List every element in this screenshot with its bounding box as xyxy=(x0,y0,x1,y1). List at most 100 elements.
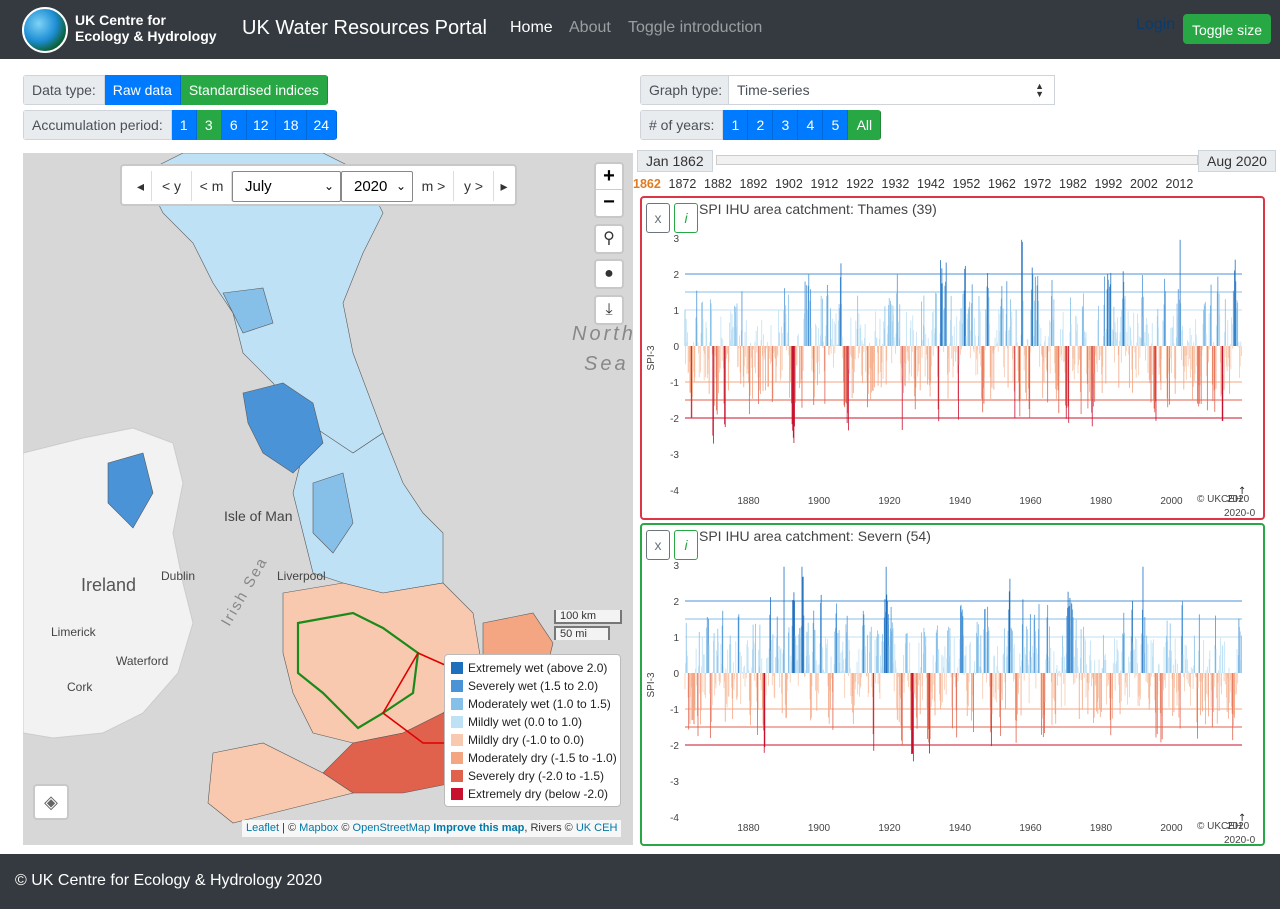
next-month-button[interactable]: m > xyxy=(414,171,454,201)
nav-last-icon[interactable]: ▸ xyxy=(500,178,508,194)
zoom-in-button[interactable]: + xyxy=(596,164,622,190)
zoom-out-button[interactable]: − xyxy=(603,191,615,213)
accum-3-button[interactable]: 3 xyxy=(196,110,222,140)
layers-icon[interactable]: ◈ xyxy=(33,784,69,820)
nav-home[interactable]: Home xyxy=(510,19,553,36)
southwest-region xyxy=(207,742,354,824)
search-icon[interactable]: ⚲ xyxy=(594,224,624,254)
timeline-year-1892: 1892 xyxy=(739,177,768,191)
improve-map-link[interactable]: Improve this map xyxy=(433,822,525,834)
y-tick-label: -2 xyxy=(670,741,679,752)
nav-toggle-introduction[interactable]: Toggle introduction xyxy=(628,19,763,36)
legend-swatch xyxy=(451,698,463,710)
label-ireland: Ireland xyxy=(81,575,137,595)
years-2-button[interactable]: 2 xyxy=(748,110,774,140)
legend-label: Moderately wet (1.0 to 1.5) xyxy=(468,697,611,711)
nav-about[interactable]: About xyxy=(569,19,611,36)
spi-chart-thames[interactable]: 3 2 1 0 -1 -2 -3 -4 1880 1900 1920 1940 1960 1980 2000… xyxy=(642,198,1263,518)
x-tick-label: 1940 xyxy=(949,496,972,507)
timeline-slider[interactable] xyxy=(716,155,1198,165)
y-tick-label: -4 xyxy=(670,486,679,497)
login-link[interactable]: Login xyxy=(1136,16,1176,33)
map-legend: Extremely wet (above 2.0) Severely wet (… xyxy=(444,654,621,807)
y-tick-label: 2 xyxy=(673,597,679,608)
attrib-sep: © xyxy=(338,822,353,834)
mapbox-link[interactable]: Mapbox xyxy=(299,822,339,834)
toggle-size-button[interactable]: Toggle size xyxy=(1183,14,1271,44)
standardised-indices-button[interactable]: Standardised indices xyxy=(180,75,328,105)
timeline-year-2002: 2002 xyxy=(1130,177,1158,191)
osm-link[interactable]: OpenStreetMap xyxy=(352,822,431,834)
graph-type-select[interactable]: Time-series ▲ ▼ xyxy=(728,75,1055,105)
accum-24-button[interactable]: 24 xyxy=(306,110,337,140)
month-select[interactable]: July ⌄ xyxy=(232,171,341,202)
years-all-button[interactable]: All xyxy=(848,110,882,140)
next-year-button[interactable]: y > xyxy=(454,171,494,201)
chart-title: SPI IHU area catchment: Severn (54) xyxy=(699,528,931,544)
y-tick-label: 2 xyxy=(673,270,679,281)
label-north-sea-2: Sea xyxy=(584,353,629,375)
portal-title[interactable]: UK Water Resources Portal xyxy=(242,17,487,39)
select-caret-icon: ▲ ▼ xyxy=(1035,81,1044,99)
timeline-year-2012: 2012 xyxy=(1165,177,1194,191)
legend-label: Severely dry (-2.0 to -1.5) xyxy=(468,769,605,783)
arrow-up-icon: ↑ xyxy=(1238,486,1246,497)
accum-12-button[interactable]: 12 xyxy=(246,110,276,140)
logo-text[interactable]: UK Centre for Ecology & Hydrology xyxy=(75,12,217,44)
location-pin-icon[interactable]: ● xyxy=(594,259,624,289)
y-axis-label: SPI-3 xyxy=(646,345,657,370)
legend-swatch xyxy=(451,662,463,674)
info-button[interactable]: i xyxy=(674,530,698,560)
year-value: 2020 xyxy=(354,178,388,195)
map-attribution: Leaflet | © Mapbox © OpenStreetMap Impro… xyxy=(242,820,622,837)
legend-swatch xyxy=(451,734,463,746)
scale-km: 100 km xyxy=(554,610,622,624)
prev-month-button[interactable]: < m xyxy=(192,171,232,201)
prev-year-button[interactable]: < y xyxy=(152,171,192,201)
legend-swatch xyxy=(451,716,463,728)
ukceh-link[interactable]: UK CEH xyxy=(575,822,618,834)
chart-panel-thames: 3 2 1 0 -1 -2 -3 -4 1880 1900 1920 1940 1960 1980 2000… xyxy=(640,196,1265,520)
accum-18-button[interactable]: 18 xyxy=(275,110,307,140)
timeline-year-1882: 1882 xyxy=(704,177,732,191)
nav-first-icon[interactable]: ◂ xyxy=(130,171,152,201)
chart-end-label-2: 2020-0 xyxy=(1224,508,1256,518)
spi-chart-severn[interactable]: 3 2 1 0 -1 -2 -3 -4 1880 1900 1920 1940 1960 1980 2000… xyxy=(642,525,1263,844)
year-select[interactable]: 2020 ⌄ xyxy=(341,171,413,202)
graph-type-group: Graph type: xyxy=(640,75,732,105)
wet-cluster-3 xyxy=(222,287,274,334)
accum-1-button[interactable]: 1 xyxy=(171,110,197,140)
map-canvas[interactable] xyxy=(23,153,633,845)
label-dublin: Dublin xyxy=(161,569,196,583)
years-label: # of years: xyxy=(640,110,724,140)
legend-label: Mildly wet (0.0 to 1.0) xyxy=(468,715,583,729)
x-tick-label: 1940 xyxy=(949,823,972,834)
years-5-button[interactable]: 5 xyxy=(823,110,849,140)
chevron-down-icon: ⌄ xyxy=(323,179,334,193)
x-tick-label: 1920 xyxy=(878,823,901,834)
close-panel-button[interactable]: x xyxy=(646,203,670,233)
years-1-button[interactable]: 1 xyxy=(723,110,749,140)
close-panel-button[interactable]: x xyxy=(646,530,670,560)
timeline-year-1872: 1872 xyxy=(668,177,697,191)
footer: © UK Centre for Ecology & Hydrology 2020 xyxy=(0,854,1280,909)
timeline-year-1962: 1962 xyxy=(988,177,1016,191)
info-button[interactable]: i xyxy=(674,203,698,233)
ukceh-logo-icon[interactable] xyxy=(22,7,68,53)
accum-6-button[interactable]: 6 xyxy=(221,110,247,140)
years-4-button[interactable]: 4 xyxy=(798,110,824,140)
years-3-button[interactable]: 3 xyxy=(773,110,799,140)
drought-map[interactable]: Ireland Dublin Isle of Man Irish Sea Liv… xyxy=(23,153,633,845)
timeline-year-1932: 1932 xyxy=(881,177,910,191)
x-tick-label: 1980 xyxy=(1090,496,1113,507)
years-group: # of years: 1 2 3 4 5 All xyxy=(640,110,882,140)
legend-row: Mildly dry (-1.0 to 0.0) xyxy=(451,731,620,749)
arrow-up-icon: ↑ xyxy=(1238,813,1246,824)
data-type-label: Data type: xyxy=(23,75,105,105)
download-icon[interactable]: ⤓ xyxy=(594,295,624,325)
raw-data-button[interactable]: Raw data xyxy=(104,75,181,105)
leaflet-link[interactable]: Leaflet xyxy=(246,822,280,834)
y-tick-label: -1 xyxy=(670,705,679,716)
timeline-year-1942: 1942 xyxy=(917,177,945,191)
chart-end-label: 2020 xyxy=(1227,494,1250,505)
